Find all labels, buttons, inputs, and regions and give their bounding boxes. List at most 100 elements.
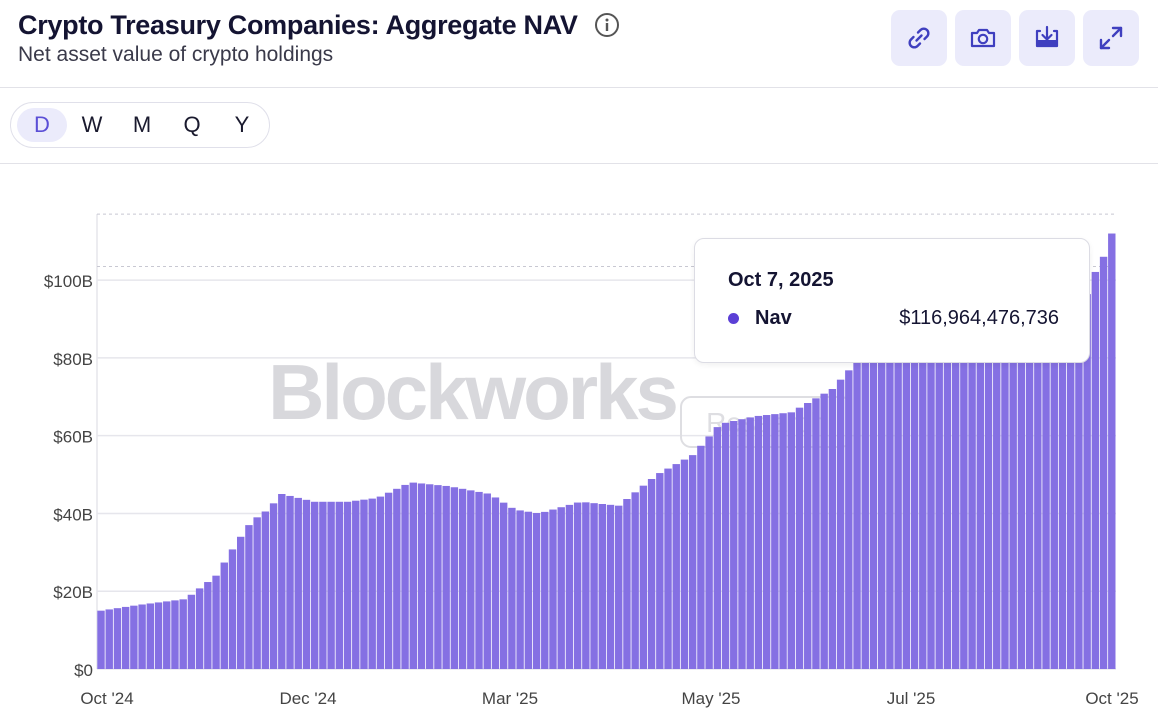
bar[interactable] xyxy=(491,497,500,669)
bar[interactable] xyxy=(121,606,130,669)
bar[interactable] xyxy=(1083,294,1091,669)
bar[interactable] xyxy=(993,350,1001,669)
bar[interactable] xyxy=(261,511,270,670)
bar[interactable] xyxy=(779,413,787,669)
bar[interactable] xyxy=(1066,338,1075,669)
bar[interactable] xyxy=(771,414,779,669)
bar[interactable] xyxy=(795,407,804,669)
bar[interactable] xyxy=(138,604,146,669)
bar[interactable] xyxy=(606,504,615,669)
bar[interactable] xyxy=(1075,316,1083,669)
bar[interactable] xyxy=(294,497,302,669)
bar[interactable] xyxy=(697,445,705,669)
bar[interactable] xyxy=(869,354,878,669)
bar[interactable] xyxy=(877,351,886,669)
bar[interactable] xyxy=(984,350,993,669)
bar[interactable] xyxy=(960,350,968,669)
bar[interactable] xyxy=(1058,340,1067,669)
bar[interactable] xyxy=(804,403,812,669)
bar[interactable] xyxy=(524,511,533,669)
bar[interactable] xyxy=(327,501,335,669)
bar[interactable] xyxy=(310,501,319,669)
bar[interactable] xyxy=(573,502,582,669)
bar[interactable] xyxy=(187,594,196,669)
bar[interactable] xyxy=(1034,345,1042,669)
download-button[interactable] xyxy=(1019,10,1075,66)
bar[interactable] xyxy=(417,483,426,669)
bar[interactable] xyxy=(179,599,187,669)
bar[interactable] xyxy=(541,511,549,669)
bar[interactable] xyxy=(458,488,467,669)
bar[interactable] xyxy=(1009,350,1017,669)
bar[interactable] xyxy=(393,488,401,669)
bar[interactable] xyxy=(647,479,656,669)
bar[interactable] xyxy=(130,605,138,669)
bar[interactable] xyxy=(820,393,828,669)
bar[interactable] xyxy=(1042,343,1050,669)
bar[interactable] xyxy=(688,455,697,669)
bar[interactable] xyxy=(590,503,598,669)
bar[interactable] xyxy=(812,398,820,669)
expand-button[interactable] xyxy=(1083,10,1139,66)
bar[interactable] xyxy=(278,494,286,669)
bar[interactable] xyxy=(861,356,869,669)
bar[interactable] xyxy=(483,493,491,669)
bar[interactable] xyxy=(582,502,590,669)
bar[interactable] xyxy=(1108,233,1116,669)
bar[interactable] xyxy=(228,549,237,669)
bar[interactable] xyxy=(721,422,730,669)
bar[interactable] xyxy=(549,509,557,669)
bar[interactable] xyxy=(656,473,664,669)
bar[interactable] xyxy=(532,513,541,669)
range-option-q[interactable]: Q xyxy=(183,112,201,137)
bar[interactable] xyxy=(475,491,483,669)
bar[interactable] xyxy=(171,600,179,669)
bar[interactable] xyxy=(376,496,385,669)
bar[interactable] xyxy=(680,459,689,669)
range-option-w[interactable]: W xyxy=(81,112,103,137)
bar[interactable] xyxy=(927,350,935,669)
bar[interactable] xyxy=(319,501,327,669)
bar[interactable] xyxy=(565,504,574,669)
bar[interactable] xyxy=(738,419,746,669)
range-option-m[interactable]: M xyxy=(132,112,152,137)
bar[interactable] xyxy=(352,500,360,669)
bar[interactable] xyxy=(146,603,155,669)
bar[interactable] xyxy=(426,484,434,669)
bar[interactable] xyxy=(269,503,278,669)
bar[interactable] xyxy=(212,575,220,669)
bar[interactable] xyxy=(286,495,294,669)
bar[interactable] xyxy=(499,502,508,669)
bar[interactable] xyxy=(951,350,960,669)
bar[interactable] xyxy=(237,536,245,669)
bar[interactable] xyxy=(935,350,943,669)
bar[interactable] xyxy=(787,412,796,669)
screenshot-button[interactable] xyxy=(955,10,1011,66)
nav-bar-chart[interactable]: $0$20B$40B$60B$80B$100BBlockworksResearc… xyxy=(0,164,1158,723)
bar[interactable] xyxy=(442,485,450,669)
bar[interactable] xyxy=(154,602,163,669)
bar[interactable] xyxy=(623,499,631,669)
bar[interactable] xyxy=(508,507,516,669)
bar[interactable] xyxy=(204,582,212,669)
bar[interactable] xyxy=(557,507,565,669)
bar[interactable] xyxy=(828,389,837,669)
bar[interactable] xyxy=(253,517,261,669)
bar[interactable] xyxy=(113,608,122,669)
bar[interactable] xyxy=(713,427,722,669)
link-button[interactable] xyxy=(891,10,947,66)
bar[interactable] xyxy=(672,464,680,669)
bar[interactable] xyxy=(910,350,919,669)
bar[interactable] xyxy=(105,609,113,669)
bar[interactable] xyxy=(886,350,894,669)
bar[interactable] xyxy=(97,610,105,669)
bar[interactable] xyxy=(1001,350,1009,669)
bar[interactable] xyxy=(1091,271,1100,669)
bar[interactable] xyxy=(516,510,524,669)
range-option-d[interactable]: D xyxy=(17,108,67,142)
bar[interactable] xyxy=(968,350,976,669)
bar[interactable] xyxy=(1017,349,1026,669)
bar[interactable] xyxy=(631,492,639,669)
bar[interactable] xyxy=(639,485,648,669)
bar[interactable] xyxy=(836,379,845,669)
